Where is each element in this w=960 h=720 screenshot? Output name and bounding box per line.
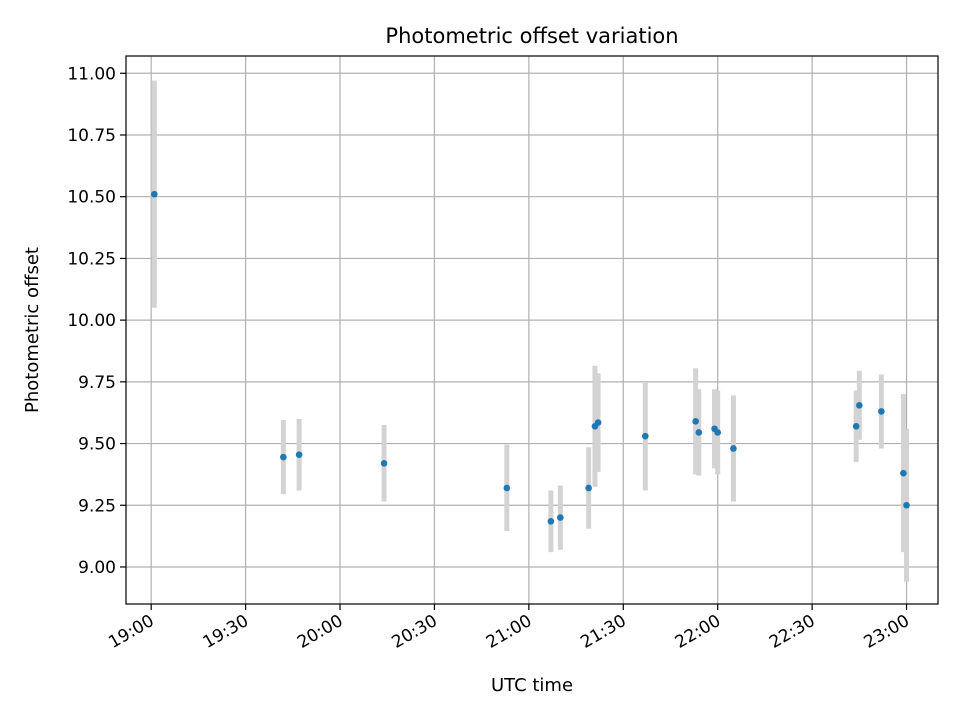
x-axis-title: UTC time [491,675,573,696]
x-tick-label: 22:00 [672,611,724,653]
x-tick-label: 19:00 [105,611,157,653]
x-tick-label: 20:30 [388,611,440,653]
data-point [151,190,158,198]
x-tick-label: 20:00 [294,611,346,653]
y-tick-label: 10.25 [67,249,116,269]
data-point [642,432,649,440]
data-point [280,453,287,461]
y-tick-label: 10.75 [67,126,116,146]
x-tick-label: 22:30 [766,611,818,653]
x-tick-label: 21:00 [483,611,535,653]
data-point [594,419,602,426]
data-point [557,514,564,521]
data-point [730,445,737,452]
x-tick-label: 21:30 [577,611,629,653]
y-tick-label: 9.50 [78,435,116,455]
data-point [295,451,303,458]
data-point [714,429,721,436]
y-axis-title: Photometric offset [22,247,43,413]
data-point [852,422,860,430]
x-tick-label: 23:00 [861,611,913,653]
y-tick-label: 9.75 [78,373,116,393]
y-axis: 9.00 9.25 9.50 9.75 10.00 10.25 10.50 10.75 11.0… [67,64,126,578]
grid [126,56,938,604]
y-tick-label: 9.00 [78,558,116,578]
data-point [900,469,907,477]
y-tick-label: 10.00 [67,311,116,331]
data-point [503,484,511,492]
data-point [856,401,863,409]
y-tick-label: 11.00 [67,64,116,84]
chart-title: Photometric offset variation [385,24,678,48]
data-point [585,484,592,492]
data-point [547,518,555,525]
x-axis: 19:00 19:30 20:00 20:30 21:00 21:30 22:00 22:30… [105,604,913,653]
data-point [903,501,910,509]
data-point [692,418,699,425]
y-tick-label: 9.25 [78,496,116,516]
data-point [878,408,885,415]
data-point [380,459,388,467]
y-tick-label: 10.50 [67,188,116,208]
data-points [151,190,910,525]
data-point [695,429,703,436]
x-tick-label: 19:30 [200,611,252,653]
error-bars [151,80,910,582]
plot-frame [125,55,939,605]
